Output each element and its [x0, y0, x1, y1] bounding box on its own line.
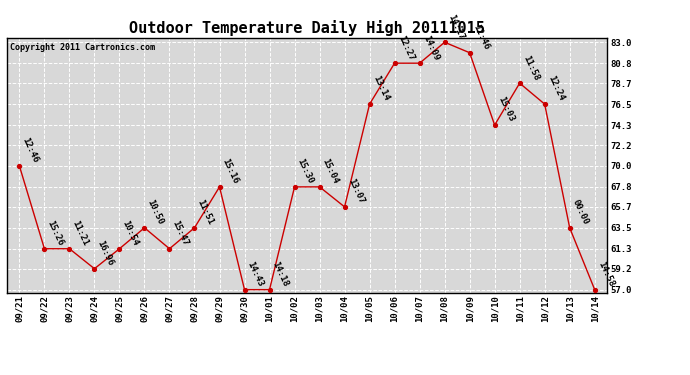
Text: 11:58: 11:58: [521, 54, 540, 82]
Text: 13:14: 13:14: [371, 75, 391, 103]
Text: 15:30: 15:30: [296, 157, 315, 186]
Text: 14:09: 14:09: [421, 34, 440, 62]
Text: 15:03: 15:03: [496, 96, 515, 124]
Text: 14:43: 14:43: [246, 260, 265, 288]
Text: 15:04: 15:04: [321, 157, 340, 186]
Title: Outdoor Temperature Daily High 20111015: Outdoor Temperature Daily High 20111015: [129, 20, 485, 36]
Text: 15:16: 15:16: [221, 157, 240, 186]
Text: 12:46: 12:46: [471, 23, 491, 51]
Text: 00:00: 00:00: [571, 198, 591, 226]
Text: 14:17: 14:17: [446, 13, 465, 41]
Text: 11:21: 11:21: [70, 219, 90, 247]
Text: 10:50: 10:50: [146, 198, 165, 226]
Text: 10:54: 10:54: [121, 219, 140, 247]
Text: 16:96: 16:96: [96, 239, 115, 267]
Text: Copyright 2011 Cartronics.com: Copyright 2011 Cartronics.com: [10, 43, 155, 52]
Text: 11:51: 11:51: [196, 198, 215, 226]
Text: 14:58: 14:58: [596, 260, 615, 288]
Text: 15:26: 15:26: [46, 219, 65, 247]
Text: 12:27: 12:27: [396, 34, 415, 62]
Text: 12:46: 12:46: [21, 136, 40, 165]
Text: 13:07: 13:07: [346, 177, 365, 206]
Text: 14:18: 14:18: [270, 260, 290, 288]
Text: 15:47: 15:47: [170, 219, 190, 247]
Text: 12:24: 12:24: [546, 75, 565, 103]
